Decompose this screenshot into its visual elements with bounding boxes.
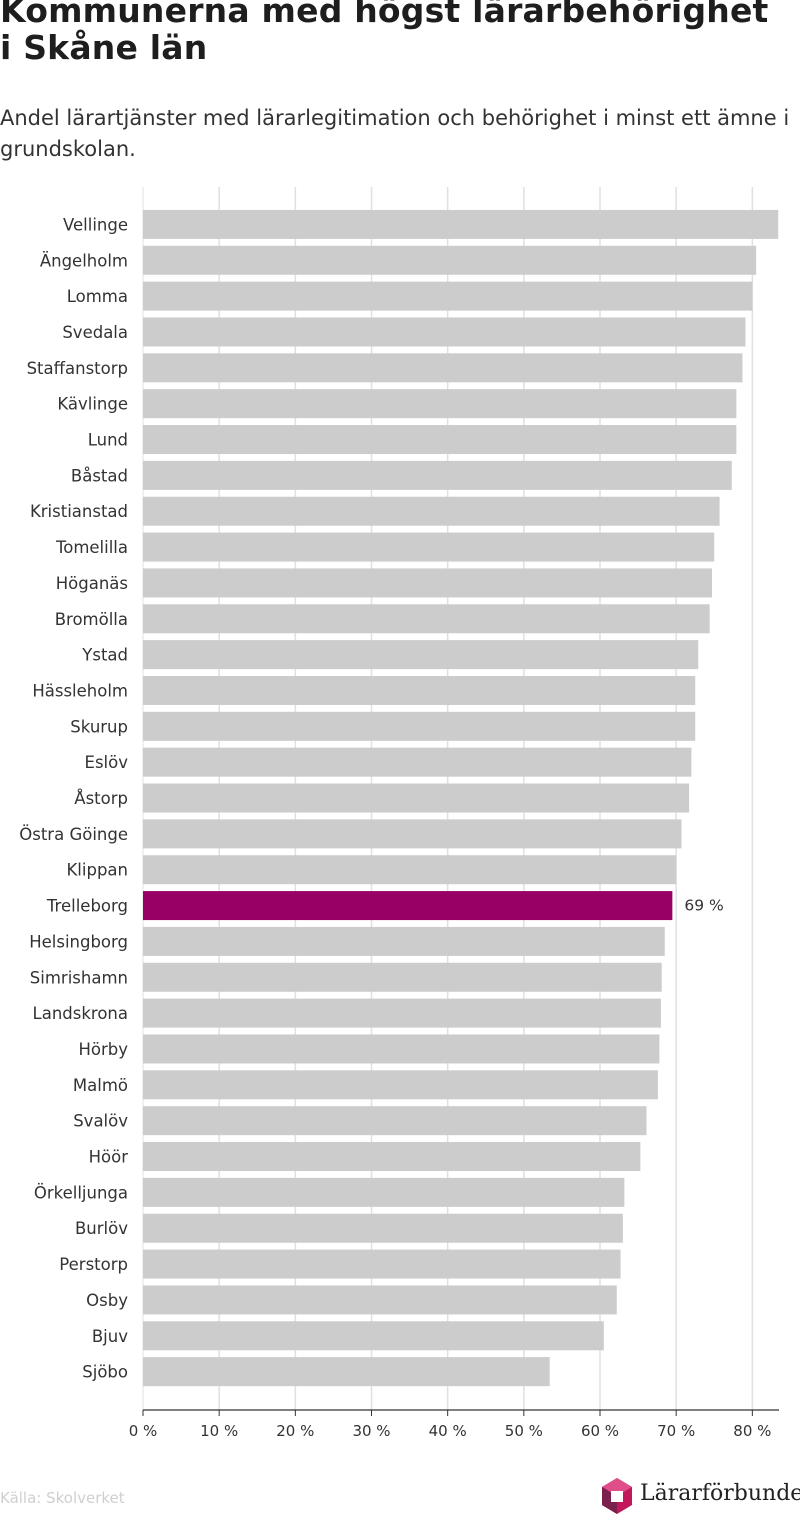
bar-29 xyxy=(143,1249,621,1279)
bar-chart: 0 % 10 % 20 % 30 % 40 % 50 % 60 % 70 % 80 % Velli… xyxy=(19,187,779,1440)
category-label: Ängelholm xyxy=(40,251,128,270)
bar-26 xyxy=(143,1142,641,1172)
category-label: Lomma xyxy=(67,287,128,306)
logo-text: Lärarförbundet xyxy=(640,1481,800,1506)
source-note: Källa: Skolverket xyxy=(0,1489,125,1507)
bar-31 xyxy=(143,1321,604,1351)
bar-24 xyxy=(143,1070,658,1100)
x-tick-label: 10 % xyxy=(200,1422,238,1440)
bar-22 xyxy=(143,998,661,1028)
category-label: Tomelilla xyxy=(55,538,128,557)
bar-3 xyxy=(143,317,746,347)
category-label: Hässleholm xyxy=(32,681,128,700)
bar-13 xyxy=(143,675,696,705)
bar-14 xyxy=(143,711,696,741)
bar-10 xyxy=(143,568,712,598)
bar-0 xyxy=(143,209,779,239)
category-label: Trelleborg xyxy=(46,897,128,916)
x-tick-label: 20 % xyxy=(276,1422,314,1440)
bar-7 xyxy=(143,460,732,490)
bar-15 xyxy=(143,747,692,777)
bar-32 xyxy=(143,1357,550,1387)
bar-1 xyxy=(143,245,757,275)
bar-9 xyxy=(143,532,715,562)
bar-6 xyxy=(143,425,737,455)
x-tick-label: 30 % xyxy=(352,1422,390,1440)
category-label: Helsingborg xyxy=(29,932,128,951)
bar-28 xyxy=(143,1213,623,1243)
category-label: Eslöv xyxy=(85,753,129,772)
chart-title: Kommunerna med högst lärarbehörighet i S… xyxy=(0,0,769,67)
category-label: Ystad xyxy=(81,646,128,665)
category-label: Höganäs xyxy=(56,574,128,593)
category-label: Landskrona xyxy=(33,1004,128,1023)
lararforbundet-logo: Lärarförbundet xyxy=(600,1476,800,1516)
bar-27 xyxy=(143,1177,625,1207)
logo-hexagon-icon xyxy=(602,1478,632,1514)
bar-11 xyxy=(143,604,710,634)
category-label: Lund xyxy=(88,431,128,450)
category-label: Kävlinge xyxy=(57,395,128,414)
category-label: Höör xyxy=(89,1148,129,1167)
bar-4 xyxy=(143,353,743,383)
bar-18 xyxy=(143,855,677,885)
x-tick-label: 40 % xyxy=(429,1422,467,1440)
x-tick-label: 50 % xyxy=(505,1422,543,1440)
bar-17 xyxy=(143,819,682,849)
category-label: Hörby xyxy=(78,1040,128,1059)
category-label: Svedala xyxy=(62,323,128,342)
category-label: Klippan xyxy=(66,861,128,880)
bar-30 xyxy=(143,1285,617,1315)
bar-12 xyxy=(143,640,699,670)
bar-23 xyxy=(143,1034,660,1064)
category-label: Malmö xyxy=(73,1076,128,1095)
category-label: Kristianstad xyxy=(30,502,128,521)
category-label: Svalöv xyxy=(73,1112,128,1131)
x-tick-label: 0 % xyxy=(129,1422,158,1440)
bar-20 xyxy=(143,926,665,956)
category-label: Vellinge xyxy=(63,215,128,234)
category-label: Skurup xyxy=(70,717,128,736)
x-tick-label: 70 % xyxy=(657,1422,695,1440)
bar-2 xyxy=(143,281,753,311)
category-label: Båstad xyxy=(71,466,128,485)
category-label: Åstorp xyxy=(74,789,128,808)
category-label: Sjöbo xyxy=(82,1363,128,1382)
category-label: Örkelljunga xyxy=(34,1183,128,1202)
category-label: Bjuv xyxy=(92,1327,128,1346)
chart-subtitle: Andel lärartjänster med lärarlegitimatio… xyxy=(0,106,790,161)
category-label: Staffanstorp xyxy=(27,359,128,378)
category-label: Bromölla xyxy=(55,610,128,629)
x-tick-label: 60 % xyxy=(581,1422,619,1440)
data-label: 69 % xyxy=(684,897,723,915)
bar-21 xyxy=(143,962,662,992)
x-tick-label: 80 % xyxy=(733,1422,771,1440)
bar-25 xyxy=(143,1106,647,1136)
category-label: Osby xyxy=(86,1291,128,1310)
bar-5 xyxy=(143,389,737,419)
bar-16 xyxy=(143,783,690,813)
bar-19 xyxy=(143,891,673,921)
category-label: Simrishamn xyxy=(30,968,128,987)
category-label: Östra Göinge xyxy=(19,825,128,844)
category-label: Perstorp xyxy=(59,1255,128,1274)
bar-8 xyxy=(143,496,720,526)
category-label: Burlöv xyxy=(75,1219,128,1238)
